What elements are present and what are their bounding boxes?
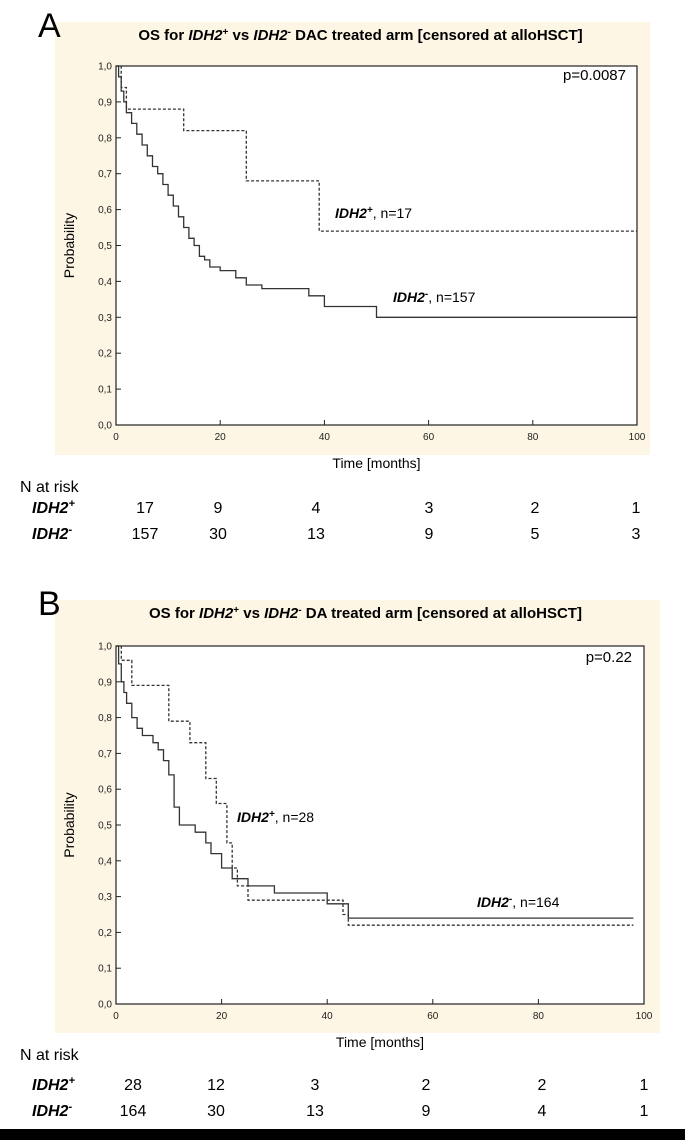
x-axis-label: Time [months] xyxy=(336,1034,424,1050)
series-label-idh2-neg: IDH2-, n=157 xyxy=(393,289,476,306)
x-axis-label: Time [months] xyxy=(332,455,420,471)
risk-table-cell: 1 xyxy=(640,1077,649,1094)
risk-table-cell: 9 xyxy=(214,500,223,517)
y-tick-label: 0,7 xyxy=(98,749,112,760)
y-tick-label: 0,9 xyxy=(98,97,112,108)
x-tick-label: 100 xyxy=(629,432,646,443)
risk-row-label: IDH2+ xyxy=(32,1075,75,1094)
y-tick-label: 1,0 xyxy=(98,642,112,653)
risk-table-cell: 2 xyxy=(531,500,540,517)
series-label-idh2-neg: IDH2-, n=164 xyxy=(477,894,560,911)
series-line-idh2-pos xyxy=(116,65,637,232)
risk-table-cell: 4 xyxy=(538,1103,547,1120)
risk-table-cell: 1 xyxy=(632,500,641,517)
chart-panel-A: A OS for IDH2+ vs IDH2- DAC treated arm [… xyxy=(20,7,650,543)
risk-table-cell: 3 xyxy=(425,500,434,517)
y-tick-label: 0,1 xyxy=(98,385,112,396)
y-tick-label: 0,3 xyxy=(98,313,112,324)
risk-table-header: N at risk xyxy=(20,479,80,496)
y-axis-label: Probability xyxy=(61,213,77,278)
y-tick-label: 0,4 xyxy=(98,277,112,288)
series-line-idh2-neg xyxy=(116,65,637,318)
risk-table-cell: 13 xyxy=(307,526,325,543)
y-tick-label: 0,6 xyxy=(98,205,112,216)
x-tick-label: 20 xyxy=(215,432,227,443)
chart-panel-B: B OS for IDH2+ vs IDH2- DA treated arm [c… xyxy=(20,585,660,1120)
risk-table-cell: 3 xyxy=(311,1077,320,1094)
risk-table-cell: 2 xyxy=(538,1077,547,1094)
panel-label: A xyxy=(38,7,61,45)
x-tick-label: 100 xyxy=(636,1011,653,1022)
y-tick-label: 0,8 xyxy=(98,133,112,144)
x-tick-label: 0 xyxy=(113,1011,119,1022)
panel-label: B xyxy=(38,585,61,623)
risk-table-cell: 9 xyxy=(422,1103,431,1120)
risk-table-cell: 30 xyxy=(207,1103,225,1120)
risk-row-label: IDH2- xyxy=(32,1101,72,1120)
risk-row-label: IDH2+ xyxy=(32,498,75,517)
y-axis-label: Probability xyxy=(61,792,77,857)
x-tick-label: 40 xyxy=(319,432,331,443)
series-label-idh2-pos: IDH2+, n=17 xyxy=(335,205,412,222)
x-tick-label: 20 xyxy=(216,1011,228,1022)
bottom-black-bar xyxy=(0,1129,685,1140)
risk-table-cell: 3 xyxy=(632,526,641,543)
chart-title: OS for IDH2+ vs IDH2- DAC treated arm [c… xyxy=(138,27,582,45)
risk-table-header: N at risk xyxy=(20,1047,80,1064)
plot-area xyxy=(115,645,645,1005)
y-tick-label: 0,4 xyxy=(98,856,112,867)
y-tick-label: 0,9 xyxy=(98,677,112,688)
risk-table-cell: 17 xyxy=(136,500,154,517)
y-tick-label: 0,2 xyxy=(98,349,112,360)
risk-table-cell: 12 xyxy=(207,1077,225,1094)
risk-table-cell: 4 xyxy=(312,500,321,517)
y-tick-label: 0,6 xyxy=(98,785,112,796)
x-tick-label: 80 xyxy=(533,1011,545,1022)
p-value: p=0.0087 xyxy=(563,67,626,84)
y-tick-label: 0,1 xyxy=(98,964,112,975)
y-tick-label: 0,0 xyxy=(98,421,112,432)
x-tick-label: 80 xyxy=(527,432,539,443)
series-label-idh2-pos: IDH2+, n=28 xyxy=(237,809,314,826)
risk-table-cell: 2 xyxy=(422,1077,431,1094)
chart-title: OS for IDH2+ vs IDH2- DA treated arm [ce… xyxy=(149,605,582,623)
y-tick-label: 0,2 xyxy=(98,928,112,939)
y-tick-label: 0,7 xyxy=(98,169,112,180)
y-tick-label: 0,0 xyxy=(98,1000,112,1011)
risk-table-cell: 5 xyxy=(531,526,540,543)
risk-table-cell: 30 xyxy=(209,526,227,543)
risk-table-cell: 13 xyxy=(306,1103,324,1120)
x-tick-label: 40 xyxy=(322,1011,334,1022)
x-tick-label: 60 xyxy=(423,432,435,443)
risk-table-cell: 1 xyxy=(640,1103,649,1120)
risk-table-cell: 157 xyxy=(132,526,159,543)
x-tick-label: 0 xyxy=(113,432,119,443)
risk-table-cell: 164 xyxy=(120,1103,147,1120)
risk-table-cell: 28 xyxy=(124,1077,142,1094)
series-line-idh2-neg xyxy=(116,645,634,919)
risk-row-label: IDH2- xyxy=(32,524,72,543)
y-tick-label: 1,0 xyxy=(98,62,112,73)
y-tick-label: 0,3 xyxy=(98,892,112,903)
x-tick-label: 60 xyxy=(427,1011,439,1022)
y-tick-label: 0,5 xyxy=(98,241,112,252)
plot-area xyxy=(115,65,638,426)
risk-table-cell: 9 xyxy=(425,526,434,543)
y-tick-label: 0,8 xyxy=(98,713,112,724)
y-tick-label: 0,5 xyxy=(98,821,112,832)
p-value: p=0.22 xyxy=(586,649,632,666)
